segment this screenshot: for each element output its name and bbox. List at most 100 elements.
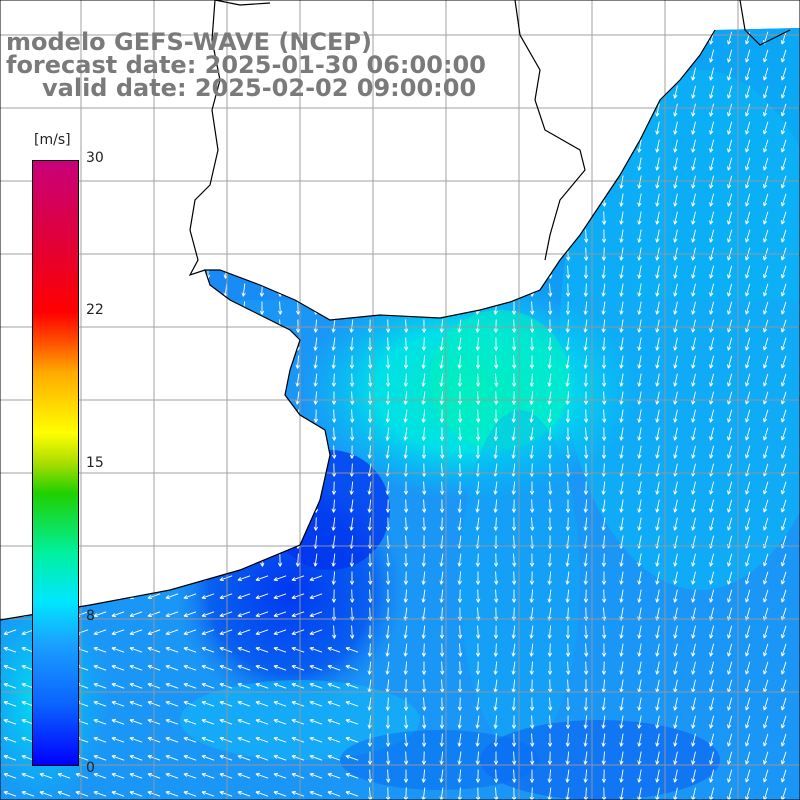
- wind-arrow: [780, 283, 787, 297]
- wind-arrow: [619, 337, 624, 351]
- wind-arrow: [345, 700, 359, 707]
- wind-arrow: [421, 373, 426, 387]
- wind-arrow: [601, 301, 606, 315]
- wind-arrow: [237, 646, 251, 653]
- wind-arrow: [367, 481, 372, 495]
- wind-arrow: [709, 211, 715, 225]
- wind-arrow: [349, 373, 355, 387]
- wind-arrow: [475, 643, 481, 657]
- wind-arrow: [763, 517, 769, 531]
- wind-arrow: [3, 736, 17, 743]
- wind-arrow: [727, 751, 733, 765]
- wind-arrow: [237, 682, 251, 689]
- wind-arrow: [727, 193, 733, 207]
- wind-arrow: [601, 661, 607, 675]
- wind-arrow: [780, 643, 787, 657]
- wind-arrow: [237, 790, 251, 797]
- wind-arrow: [313, 409, 319, 423]
- wind-arrow: [367, 625, 373, 639]
- colorbar-tick-15: 15: [86, 455, 104, 471]
- wind-arrow: [619, 589, 624, 603]
- wind-arrow: [291, 718, 305, 725]
- wind-arrow: [327, 646, 341, 653]
- wind-arrow: [637, 481, 642, 495]
- wind-arrow: [493, 643, 498, 657]
- wind-arrow: [493, 337, 499, 351]
- wind-arrow: [673, 445, 678, 459]
- wind-arrow: [457, 553, 462, 567]
- wind-arrow: [619, 733, 624, 747]
- wind-arrow: [780, 193, 787, 207]
- wind-arrow: [219, 718, 233, 725]
- wind-arrow: [385, 373, 391, 387]
- wind-arrow: [331, 517, 336, 531]
- wind-arrow: [763, 589, 769, 603]
- wind-arrow: [129, 646, 143, 653]
- wind-arrow: [601, 517, 606, 531]
- wind-arrow: [367, 661, 372, 675]
- wind-arrow: [673, 211, 678, 225]
- wind-arrow: [367, 445, 372, 459]
- wind-arrow: [709, 733, 715, 747]
- wind-arrow: [457, 715, 462, 729]
- wind-arrow: [780, 229, 787, 243]
- wind-arrow: [691, 625, 696, 639]
- wind-arrow: [619, 661, 624, 675]
- wind-arrow: [637, 157, 642, 171]
- wind-arrow: [439, 625, 445, 639]
- wind-arrow: [727, 769, 733, 783]
- wind-arrow: [691, 733, 696, 747]
- wind-arrow: [129, 772, 143, 779]
- wind-arrow: [385, 391, 391, 405]
- wind-arrow: [404, 733, 409, 747]
- wind-arrow: [385, 697, 390, 711]
- wind-arrow: [745, 319, 751, 333]
- wind-arrow: [511, 589, 517, 603]
- wind-arrow: [475, 553, 480, 567]
- wind-arrow: [440, 481, 445, 495]
- wind-arrow: [345, 664, 359, 671]
- wind-arrow: [691, 643, 696, 657]
- wind-arrow: [673, 193, 678, 207]
- wind-arrow: [309, 629, 323, 636]
- wind-arrow: [763, 715, 769, 729]
- wind-arrow: [727, 589, 733, 603]
- wind-arrow: [259, 301, 265, 315]
- wind-arrow: [548, 283, 553, 297]
- wind-arrow: [745, 517, 751, 531]
- wind-arrow: [655, 211, 660, 225]
- wind-arrow: [691, 85, 696, 99]
- wind-arrow: [421, 625, 426, 639]
- wind-arrow: [601, 319, 606, 333]
- wind-arrow: [475, 571, 481, 585]
- wind-arrow: [583, 391, 589, 405]
- wind-arrow: [404, 319, 409, 333]
- wind-arrow: [367, 553, 373, 567]
- wind-arrow: [727, 571, 733, 585]
- wind-arrow: [331, 391, 337, 405]
- wind-arrow: [655, 175, 660, 189]
- wind-arrow: [439, 697, 445, 711]
- wind-arrow: [619, 211, 624, 225]
- wind-arrow: [385, 625, 390, 639]
- wind-arrow: [763, 67, 769, 81]
- wind-arrow: [566, 661, 571, 675]
- wind-arrow: [367, 409, 373, 423]
- wind-arrow: [637, 571, 642, 585]
- wind-arrow: [619, 553, 624, 567]
- wind-arrow: [691, 409, 696, 423]
- wind-arrow: [673, 625, 678, 639]
- wind-arrow: [475, 733, 480, 747]
- wind-arrow: [421, 769, 426, 783]
- wind-arrow: [763, 355, 769, 369]
- wind-arrow: [421, 571, 426, 585]
- wind-arrow: [386, 751, 391, 765]
- wind-arrow: [547, 355, 552, 369]
- wind-arrow: [327, 664, 341, 671]
- wind-arrow: [273, 736, 287, 743]
- wind-arrow: [255, 772, 269, 779]
- wind-arrow: [547, 571, 552, 585]
- wind-arrow: [511, 715, 517, 729]
- wind-arrow: [3, 664, 17, 671]
- wind-arrow: [386, 337, 391, 351]
